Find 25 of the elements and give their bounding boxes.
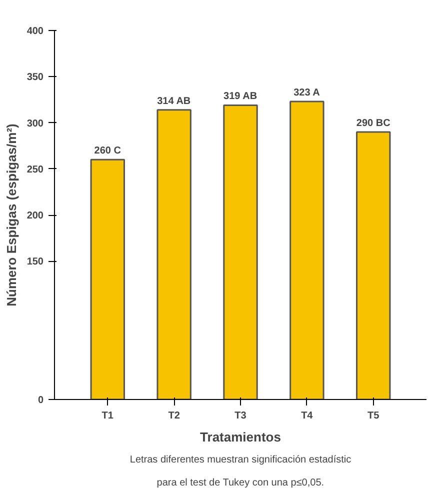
x-axis-title: Tratamientos bbox=[200, 430, 281, 444]
data-label: 314 AB bbox=[157, 96, 191, 107]
bar bbox=[223, 104, 258, 400]
y-tick-label: 400 bbox=[26, 26, 44, 37]
bar bbox=[290, 100, 324, 400]
data-label: 319 AB bbox=[224, 91, 258, 102]
y-axis-title: Número Espigas (espigas/m²) bbox=[4, 124, 19, 306]
y-tick-label: 250 bbox=[26, 164, 44, 176]
y-tick-label: 0 bbox=[38, 395, 44, 406]
x-tick-label: T5 bbox=[368, 410, 380, 422]
y-tick-label: 200 bbox=[26, 210, 44, 222]
x-tick-label: T1 bbox=[102, 410, 114, 422]
x-tick-label: T4 bbox=[301, 410, 314, 422]
data-label: 323 A bbox=[294, 88, 320, 99]
y-tick-label: 300 bbox=[26, 118, 44, 130]
bar bbox=[356, 131, 391, 400]
text: Letras diferentes muestran significación estadístic para el test de Tukey con una p≤0,05. bbox=[130, 454, 352, 488]
x-tick-label: T2 bbox=[168, 410, 180, 422]
data-label: 290 BC bbox=[356, 118, 390, 129]
y-tick-label: 150 bbox=[26, 256, 44, 268]
y-tick-label: 350 bbox=[26, 72, 44, 84]
x-tick-label: T3 bbox=[234, 410, 247, 422]
data-label: 260 C bbox=[94, 146, 121, 157]
bar bbox=[156, 109, 192, 400]
bar bbox=[90, 158, 125, 400]
